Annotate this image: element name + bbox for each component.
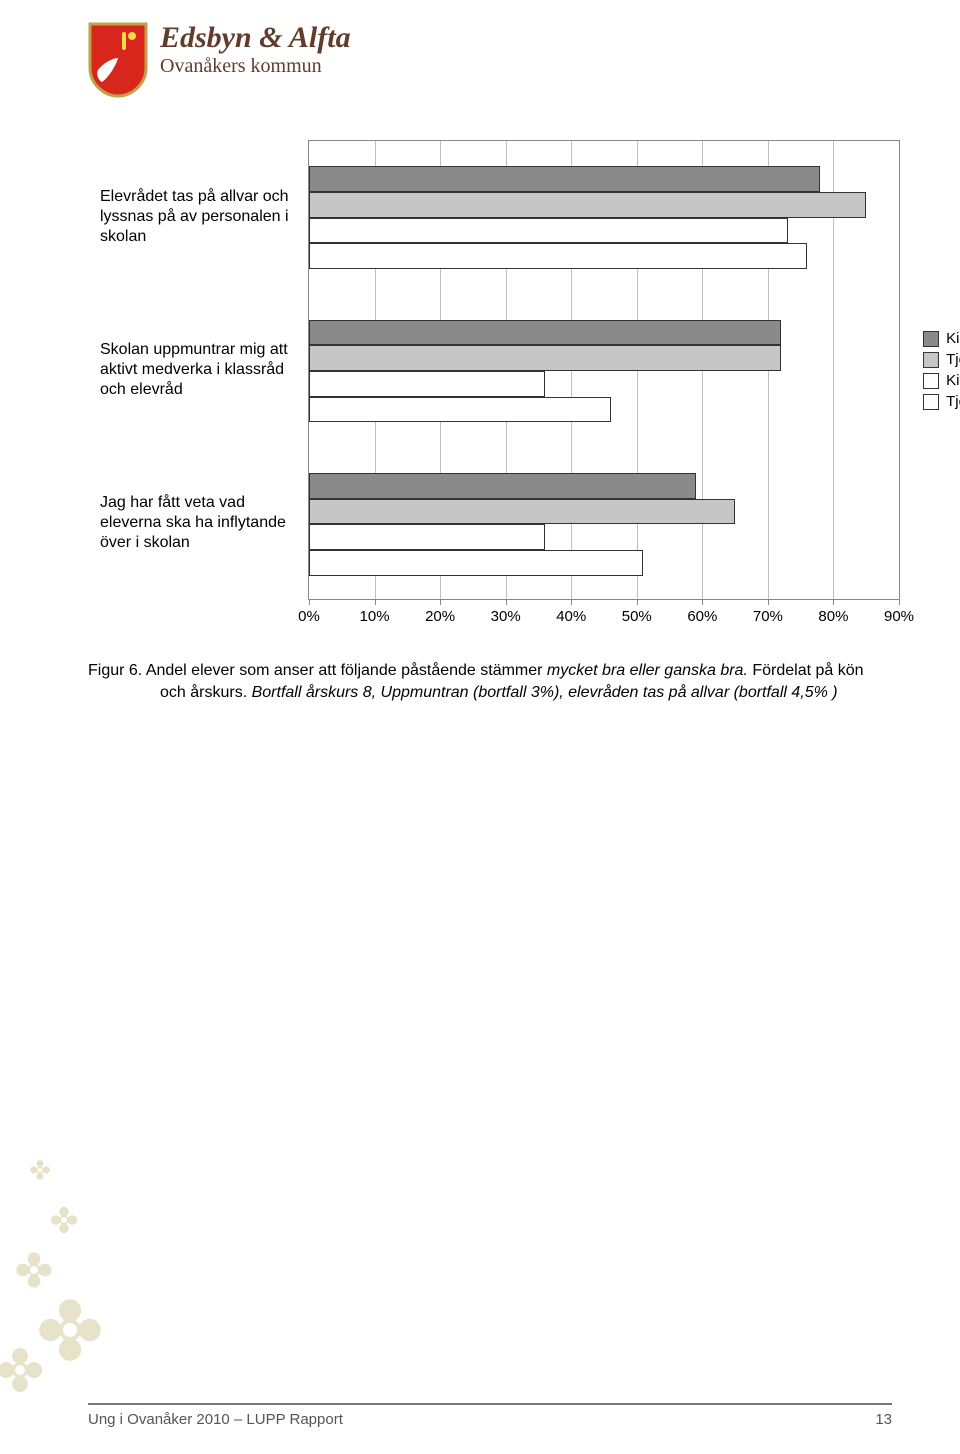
legend-label: Kille åk 2 xyxy=(946,330,960,347)
bar-kille_ak8 xyxy=(309,371,545,397)
legend-swatch xyxy=(923,373,939,389)
legend-item: Kille åk 2 xyxy=(923,330,960,347)
legend-swatch xyxy=(923,352,939,368)
x-tick-label: 50% xyxy=(622,608,652,625)
bar-kille_ak2 xyxy=(309,166,820,192)
bar-tjej_ak2 xyxy=(309,499,735,525)
x-tick-label: 80% xyxy=(818,608,848,625)
bar-tjej_ak8 xyxy=(309,243,807,269)
x-tick-label: 60% xyxy=(687,608,717,625)
bar-tjej_ak8 xyxy=(309,397,611,423)
category-label: Elevrådet tas på allvar och lyssnas på a… xyxy=(100,187,300,247)
shield-icon xyxy=(88,22,148,98)
bar-kille_ak2 xyxy=(309,473,696,499)
x-tick-label: 70% xyxy=(753,608,783,625)
legend-swatch xyxy=(923,331,939,347)
figure-caption: Figur 6. Andel elever som anser att följ… xyxy=(88,660,890,703)
legend-label: Kille åk 8 xyxy=(946,372,960,389)
chart-legend: Kille åk 2 Tjej åk 2 Kille åk 8 Tjej åk 8 xyxy=(923,326,960,414)
x-tick-label: 20% xyxy=(425,608,455,625)
category-label: Skolan uppmuntrar mig att aktivt medverk… xyxy=(100,340,300,400)
legend-item: Tjej åk 8 xyxy=(923,393,960,410)
x-tick-label: 0% xyxy=(298,608,320,625)
header-logo: Edsbyn & Alfta Ovanåkers kommun xyxy=(88,22,351,98)
legend-label: Tjej åk 2 xyxy=(946,351,960,368)
bar-kille_ak8 xyxy=(309,218,788,244)
legend-item: Tjej åk 2 xyxy=(923,351,960,368)
bar-tjej_ak2 xyxy=(309,345,781,371)
bar-tjej_ak8 xyxy=(309,550,643,576)
legend-swatch xyxy=(923,394,939,410)
brand-subtitle: Ovanåkers kommun xyxy=(160,56,351,77)
x-tick-label: 40% xyxy=(556,608,586,625)
bar-kille_ak2 xyxy=(309,320,781,346)
category-label: Jag har fått veta vad eleverna ska ha in… xyxy=(100,493,300,553)
flower-decoration xyxy=(0,1070,180,1430)
bar-kille_ak8 xyxy=(309,524,545,550)
legend-label: Tjej åk 8 xyxy=(946,393,960,410)
x-tick-label: 30% xyxy=(491,608,521,625)
page-number: 13 xyxy=(875,1411,892,1428)
bar-tjej_ak2 xyxy=(309,192,866,218)
page-footer: Ung i Ovanåker 2010 – LUPP Rapport 13 xyxy=(88,1403,892,1428)
x-tick-label: 10% xyxy=(360,608,390,625)
footer-report-title: Ung i Ovanåker 2010 – LUPP Rapport xyxy=(88,1411,343,1428)
x-tick-label: 90% xyxy=(884,608,914,625)
brand-title: Edsbyn & Alfta xyxy=(160,22,351,54)
legend-item: Kille åk 8 xyxy=(923,372,960,389)
figure-6-chart: Elevrådet tas på allvar och lyssnas på a… xyxy=(90,140,900,600)
